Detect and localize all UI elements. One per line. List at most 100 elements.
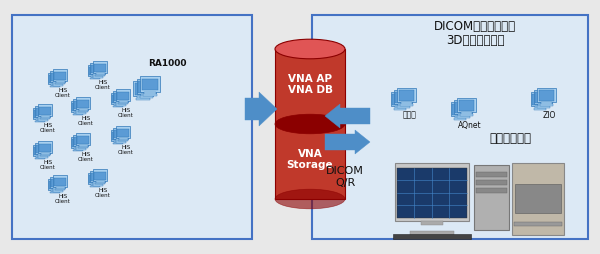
Text: ZIO: ZIO [543,110,556,120]
FancyBboxPatch shape [37,145,49,153]
FancyBboxPatch shape [392,94,408,105]
FancyBboxPatch shape [91,171,105,182]
FancyBboxPatch shape [39,106,52,115]
Text: HIS
Client: HIS Client [95,80,110,90]
FancyBboxPatch shape [118,140,128,141]
FancyBboxPatch shape [89,175,101,183]
Text: HIS
Client: HIS Client [40,123,56,133]
FancyBboxPatch shape [535,106,545,109]
FancyBboxPatch shape [91,184,100,186]
Text: RA1000: RA1000 [148,59,187,69]
FancyBboxPatch shape [56,187,65,189]
FancyBboxPatch shape [137,96,149,99]
FancyBboxPatch shape [76,110,85,113]
FancyBboxPatch shape [38,141,52,153]
FancyBboxPatch shape [115,130,127,138]
FancyBboxPatch shape [50,86,60,87]
FancyBboxPatch shape [78,147,88,148]
FancyBboxPatch shape [38,117,47,120]
FancyBboxPatch shape [511,163,564,234]
FancyBboxPatch shape [73,114,83,115]
FancyBboxPatch shape [91,76,100,78]
FancyBboxPatch shape [54,72,67,80]
FancyBboxPatch shape [79,145,88,147]
FancyBboxPatch shape [41,153,50,155]
FancyBboxPatch shape [458,114,469,117]
FancyBboxPatch shape [393,234,470,239]
FancyBboxPatch shape [138,81,155,92]
FancyBboxPatch shape [457,98,476,112]
FancyBboxPatch shape [12,15,252,239]
FancyBboxPatch shape [91,63,105,74]
FancyBboxPatch shape [395,106,406,109]
FancyBboxPatch shape [397,88,416,102]
FancyBboxPatch shape [88,65,102,76]
FancyBboxPatch shape [40,155,50,156]
FancyBboxPatch shape [49,181,61,189]
Text: HIS
Client: HIS Client [95,188,110,198]
FancyBboxPatch shape [78,111,88,112]
FancyBboxPatch shape [74,148,82,150]
Text: マンモ: マンモ [403,110,416,120]
FancyBboxPatch shape [117,91,130,100]
FancyBboxPatch shape [541,102,552,105]
FancyBboxPatch shape [451,102,469,116]
Polygon shape [259,92,277,126]
FancyBboxPatch shape [144,92,156,94]
FancyBboxPatch shape [111,92,125,104]
FancyBboxPatch shape [118,103,128,104]
FancyBboxPatch shape [398,104,409,107]
FancyBboxPatch shape [93,74,102,76]
Text: HIS
Client: HIS Client [118,145,134,155]
FancyBboxPatch shape [50,71,65,83]
FancyBboxPatch shape [72,139,84,147]
FancyBboxPatch shape [457,116,470,118]
FancyBboxPatch shape [38,154,47,156]
Ellipse shape [275,189,345,209]
Text: VNA AP
VNA DB: VNA AP VNA DB [287,74,332,95]
FancyBboxPatch shape [73,150,83,151]
FancyBboxPatch shape [73,135,88,147]
FancyBboxPatch shape [140,76,160,92]
FancyBboxPatch shape [76,133,91,145]
FancyBboxPatch shape [48,179,62,190]
FancyBboxPatch shape [116,104,125,106]
FancyBboxPatch shape [115,93,127,101]
FancyBboxPatch shape [476,188,506,193]
FancyBboxPatch shape [394,108,406,110]
FancyBboxPatch shape [91,65,104,73]
FancyBboxPatch shape [38,104,52,116]
FancyBboxPatch shape [537,106,550,108]
FancyBboxPatch shape [538,104,549,107]
Polygon shape [340,108,370,124]
FancyBboxPatch shape [113,106,123,107]
Text: DICOM
Q/R: DICOM Q/R [326,166,364,188]
FancyBboxPatch shape [89,67,101,75]
FancyBboxPatch shape [90,78,100,79]
FancyBboxPatch shape [119,138,128,140]
FancyBboxPatch shape [90,186,100,187]
FancyBboxPatch shape [35,156,44,158]
FancyBboxPatch shape [116,126,130,138]
FancyBboxPatch shape [72,103,84,111]
FancyBboxPatch shape [134,83,151,94]
FancyBboxPatch shape [74,101,87,109]
FancyBboxPatch shape [531,92,549,106]
FancyBboxPatch shape [35,106,50,117]
Ellipse shape [275,114,345,134]
FancyBboxPatch shape [113,128,128,139]
Ellipse shape [275,39,345,59]
FancyBboxPatch shape [92,76,103,77]
FancyBboxPatch shape [54,178,67,186]
FancyBboxPatch shape [93,61,107,73]
FancyBboxPatch shape [401,102,412,105]
FancyBboxPatch shape [74,112,82,114]
FancyBboxPatch shape [461,112,472,115]
Text: DICOM画像ビューワ: DICOM画像ビューワ [434,20,516,33]
FancyBboxPatch shape [514,222,562,226]
FancyBboxPatch shape [116,89,130,101]
FancyBboxPatch shape [452,104,468,115]
FancyBboxPatch shape [50,192,60,193]
FancyBboxPatch shape [421,221,443,225]
FancyBboxPatch shape [53,84,62,86]
